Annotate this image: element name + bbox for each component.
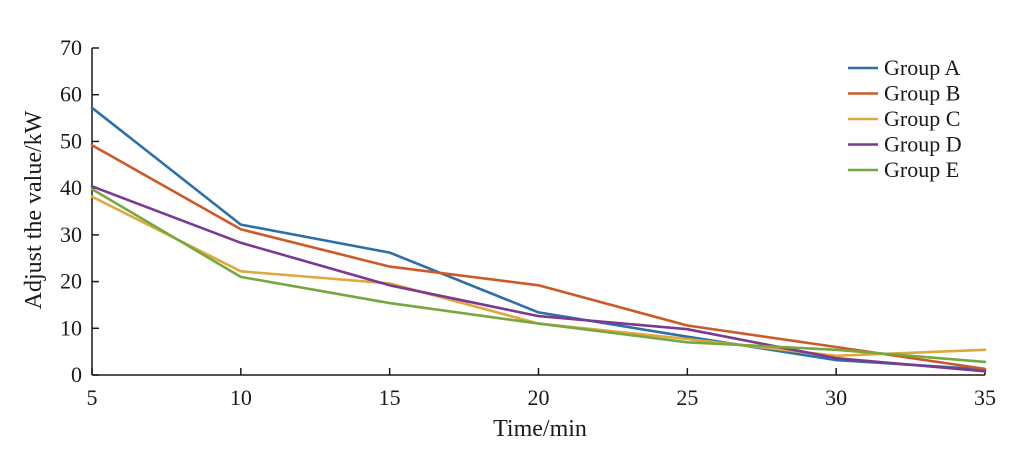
- x-tick-label: 35: [974, 385, 996, 410]
- series-line-group-b: [90, 143, 987, 371]
- legend-label-group-d: Group D: [884, 132, 962, 157]
- x-axis-title: Time/min: [493, 416, 587, 442]
- y-tick-label: 50: [60, 128, 82, 153]
- x-ticks: 5 10 15 20 25 30 35: [87, 368, 996, 410]
- x-tick-label: 15: [379, 385, 401, 410]
- y-axis-title: Adjust the value/kW: [21, 110, 47, 309]
- y-tick-label: 40: [60, 175, 82, 200]
- x-tick-label: 10: [230, 385, 252, 410]
- x-tick-label: 30: [825, 385, 847, 410]
- y-tick-label: 10: [60, 315, 82, 340]
- series-line-group-a: [90, 106, 987, 371]
- y-tick-label: 30: [60, 222, 82, 247]
- series-line-group-e: [90, 187, 987, 364]
- series-line-group-d: [90, 185, 987, 373]
- legend-label-group-e: Group E: [884, 157, 959, 182]
- y-tick-label: 20: [60, 269, 82, 294]
- y-ticks: 0 10 20 30 40 50 60 70: [60, 35, 99, 387]
- legend-label-group-b: Group B: [884, 81, 960, 106]
- x-tick-label: 20: [528, 385, 550, 410]
- legend-label-group-a: Group A: [884, 55, 961, 80]
- legend-label-group-c: Group C: [884, 106, 960, 131]
- y-tick-label: 60: [60, 82, 82, 107]
- y-tick-label: 0: [71, 362, 82, 387]
- series-group: [90, 106, 987, 373]
- x-tick-label: 5: [87, 385, 98, 410]
- x-tick-label: 25: [676, 385, 698, 410]
- y-tick-label: 70: [60, 35, 82, 60]
